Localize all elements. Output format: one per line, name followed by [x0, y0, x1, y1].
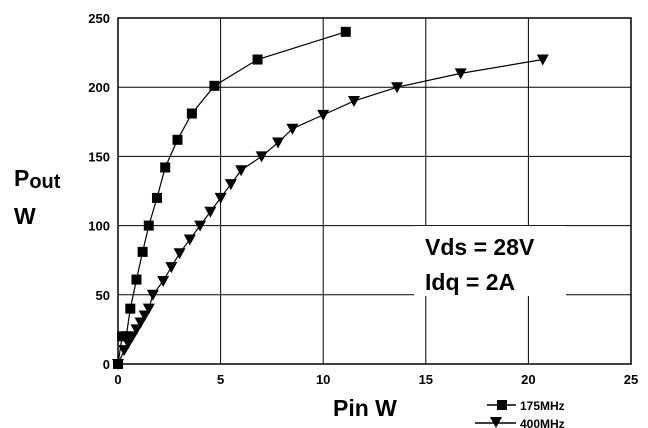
plot-frame	[117, 17, 632, 365]
data-point-square	[143, 220, 154, 231]
data-point-triangle	[173, 248, 186, 260]
legend-label-175mhz: 175MHz	[520, 399, 565, 413]
data-point-triangle	[204, 206, 217, 218]
data-point-triangle	[224, 179, 237, 191]
y-tick-label: 150	[88, 149, 110, 164]
y-tick-label: 250	[88, 11, 110, 26]
grid	[117, 17, 632, 365]
data-point-triangle	[255, 151, 268, 163]
data-point-triangle	[214, 192, 227, 204]
x-tick-label: 20	[521, 372, 535, 387]
data-point-square	[131, 274, 142, 285]
x-tick-label: 10	[316, 372, 330, 387]
data-point-triangle	[536, 54, 549, 66]
y-tick-label: 0	[103, 357, 110, 372]
data-point-triangle	[347, 96, 360, 108]
legend-square-icon	[497, 400, 507, 410]
series-line-400MHz	[117, 58, 543, 365]
data-point-square	[186, 108, 197, 119]
data-point-triangle	[146, 289, 159, 301]
x-tick-label: 25	[624, 372, 638, 387]
data-point-triangle	[126, 331, 139, 343]
y-axis-title-main: P	[14, 165, 29, 191]
data-point-triangle	[454, 68, 467, 80]
data-point-triangle	[235, 165, 248, 177]
data-point-square	[172, 134, 183, 145]
data-point-square	[252, 54, 263, 65]
data-point-triangle	[391, 82, 404, 94]
data-point-triangle	[317, 109, 330, 121]
data-point-triangle	[157, 275, 170, 287]
legend-triangle-icon	[490, 417, 502, 428]
data-point-square	[160, 162, 171, 173]
y-axis-title: Pout	[14, 165, 61, 193]
data-point-square	[151, 192, 162, 203]
y-axis-unit: W	[14, 203, 36, 229]
x-tick-label: 0	[114, 372, 121, 387]
y-tick-label: 50	[96, 288, 110, 303]
data-point-square	[137, 246, 148, 257]
data-point-triangle	[118, 345, 131, 357]
y-tick-label: 100	[88, 219, 110, 234]
data-point-square	[209, 80, 220, 91]
legend-label-400mhz: 400MHz	[520, 417, 565, 428]
data-point-square	[125, 303, 136, 314]
series-layer	[112, 26, 549, 370]
data-point-triangle	[272, 137, 285, 149]
x-tick-label: 15	[419, 372, 433, 387]
data-point-triangle	[286, 123, 299, 135]
data-point-square	[340, 26, 351, 37]
data-point-triangle	[165, 262, 178, 274]
data-point-triangle	[138, 310, 151, 322]
data-point-triangle	[122, 338, 135, 350]
annotation-idq: Idq = 2A	[425, 269, 515, 295]
data-point-triangle	[112, 359, 124, 370]
data-point-triangle	[134, 317, 147, 329]
y-axis-title-sub: out	[29, 171, 60, 193]
x-tick-label: 5	[217, 372, 224, 387]
data-point-triangle	[183, 234, 196, 246]
annotation-vds: Vds = 28V	[425, 234, 535, 260]
data-point-triangle	[142, 303, 155, 315]
y-tick-label: 200	[88, 80, 110, 95]
data-point-triangle	[130, 324, 143, 336]
annotation-box	[414, 226, 566, 296]
legend: 175MHz 400MHz	[475, 399, 565, 428]
x-axis-title: Pin W	[333, 395, 397, 421]
data-point-square	[121, 331, 132, 342]
data-point-triangle	[194, 220, 207, 232]
